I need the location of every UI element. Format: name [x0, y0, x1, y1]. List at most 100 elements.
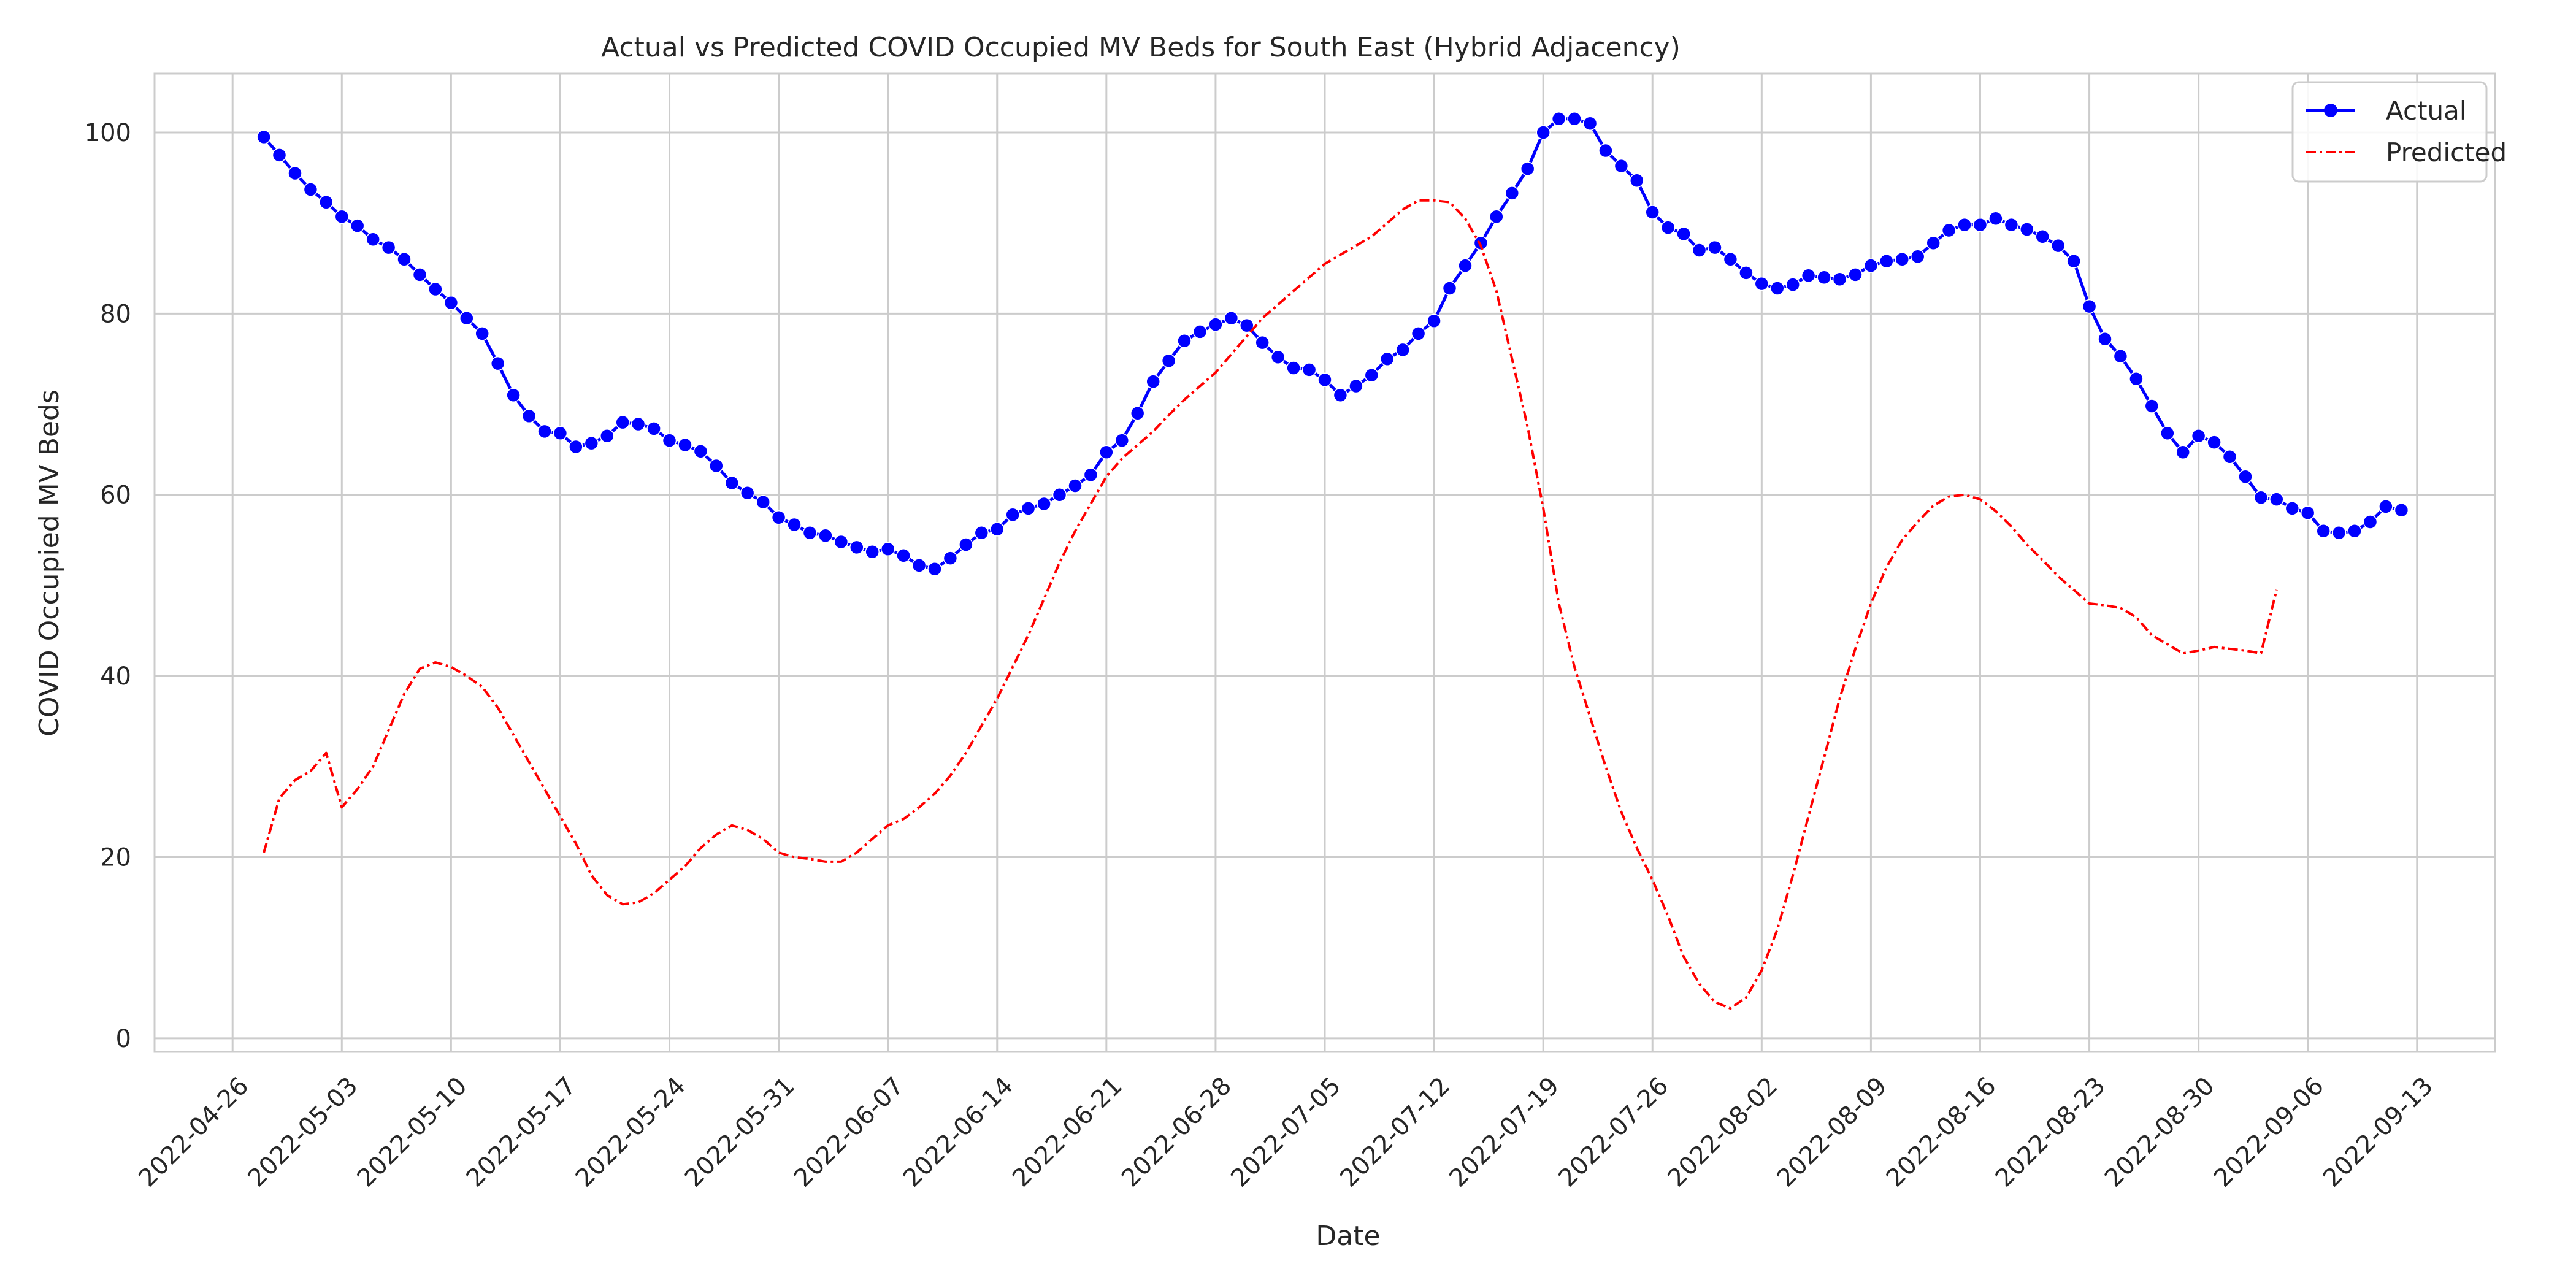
data-point [1988, 211, 2003, 226]
data-point [1411, 326, 1426, 341]
data-point [272, 148, 287, 163]
data-point [911, 558, 927, 573]
data-point [2098, 331, 2112, 347]
data-point [1192, 324, 1208, 339]
data-point [2144, 399, 2160, 413]
data-point [818, 528, 833, 543]
data-point [2269, 492, 2284, 507]
data-point [943, 551, 958, 565]
data-point [2207, 435, 2221, 450]
data-point [2253, 490, 2269, 505]
data-point [1801, 268, 1816, 283]
y-tick-label: 20 [100, 843, 131, 872]
data-point [303, 182, 318, 197]
data-point [1427, 313, 1441, 328]
data-point [521, 408, 537, 424]
x-tick-label: 2022-05-24 [570, 1072, 691, 1193]
data-point [1208, 317, 1223, 332]
data-point [1957, 217, 1972, 232]
data-point [428, 282, 443, 297]
data-point [2020, 222, 2034, 237]
data-point [1473, 236, 1489, 250]
x-axis-label: Date [1316, 1221, 1380, 1252]
data-point [1708, 240, 1722, 255]
data-point [256, 129, 271, 145]
data-point [1770, 281, 1785, 296]
data-point [1364, 368, 1379, 383]
data-point [1785, 277, 1800, 292]
data-point [678, 437, 692, 453]
data-point [1068, 478, 1083, 493]
data-point [1380, 351, 1395, 366]
data-point [1630, 173, 1644, 188]
data-point [1863, 258, 1879, 273]
data-point [319, 194, 334, 210]
data-point [1301, 362, 1317, 377]
x-tick-label: 2022-06-21 [1007, 1072, 1128, 1193]
data-point [1270, 350, 1286, 365]
data-point [1458, 258, 1473, 273]
data-point [1645, 205, 1660, 220]
data-point [366, 232, 380, 247]
data-point [1161, 353, 1176, 368]
legend: Actual Predicted [2291, 81, 2507, 183]
data-point [490, 356, 505, 371]
data-point [646, 421, 661, 436]
plot-frame [153, 72, 2496, 1053]
data-point [569, 439, 583, 454]
data-point [475, 326, 489, 341]
data-point [1177, 333, 1192, 348]
data-point [553, 426, 568, 441]
data-point [1567, 112, 1582, 126]
x-tick-label: 2022-05-10 [352, 1072, 473, 1193]
data-point [1114, 433, 1130, 448]
y-tick-label: 80 [100, 300, 131, 328]
series-line-actual [263, 117, 2402, 571]
data-point [1395, 342, 1410, 358]
data-point [959, 537, 973, 552]
y-axis-label: COVID Occupied MV Beds [34, 389, 65, 737]
x-tick-label: 2022-07-05 [1225, 1072, 1346, 1193]
legend-label-predicted: Predicted [2386, 137, 2507, 167]
x-tick-label: 2022-09-06 [2209, 1072, 2329, 1193]
y-tick-label: 60 [100, 481, 131, 510]
legend-marker-actual [2324, 104, 2337, 117]
data-point [1582, 116, 1598, 131]
data-point [1972, 217, 1988, 232]
data-point [2129, 371, 2144, 386]
data-point [1083, 467, 1098, 482]
y-tick-label: 40 [100, 662, 131, 691]
data-point [1099, 445, 1114, 460]
x-tick-label: 2022-05-03 [242, 1072, 363, 1193]
data-point [1598, 143, 1613, 158]
data-point [2160, 426, 2175, 441]
data-point [1692, 243, 1707, 258]
chart-title: Actual vs Predicted COVID Occupied MV Be… [601, 32, 1681, 63]
data-point [2363, 515, 2378, 529]
data-point [2113, 349, 2128, 364]
data-point [1255, 335, 1270, 350]
data-point [584, 435, 599, 451]
data-point [880, 542, 895, 557]
data-point [802, 526, 818, 540]
x-tick-label: 2022-08-09 [1772, 1072, 1893, 1193]
data-point [506, 388, 521, 403]
data-point [2331, 526, 2347, 540]
series-layer [256, 112, 2409, 1010]
data-point [2050, 238, 2066, 253]
data-point [412, 267, 427, 282]
data-point [1832, 272, 1847, 286]
data-point [662, 433, 677, 448]
data-point [1333, 388, 1348, 403]
data-point [1536, 125, 1551, 140]
data-point [693, 444, 708, 459]
data-point [2191, 428, 2206, 443]
data-point [1676, 226, 1691, 242]
data-point [1489, 209, 1504, 224]
data-point [615, 415, 630, 430]
data-point [771, 510, 786, 525]
x-tick-label: 2022-06-28 [1116, 1072, 1237, 1193]
data-point [2394, 503, 2409, 518]
data-point [1021, 501, 1036, 516]
